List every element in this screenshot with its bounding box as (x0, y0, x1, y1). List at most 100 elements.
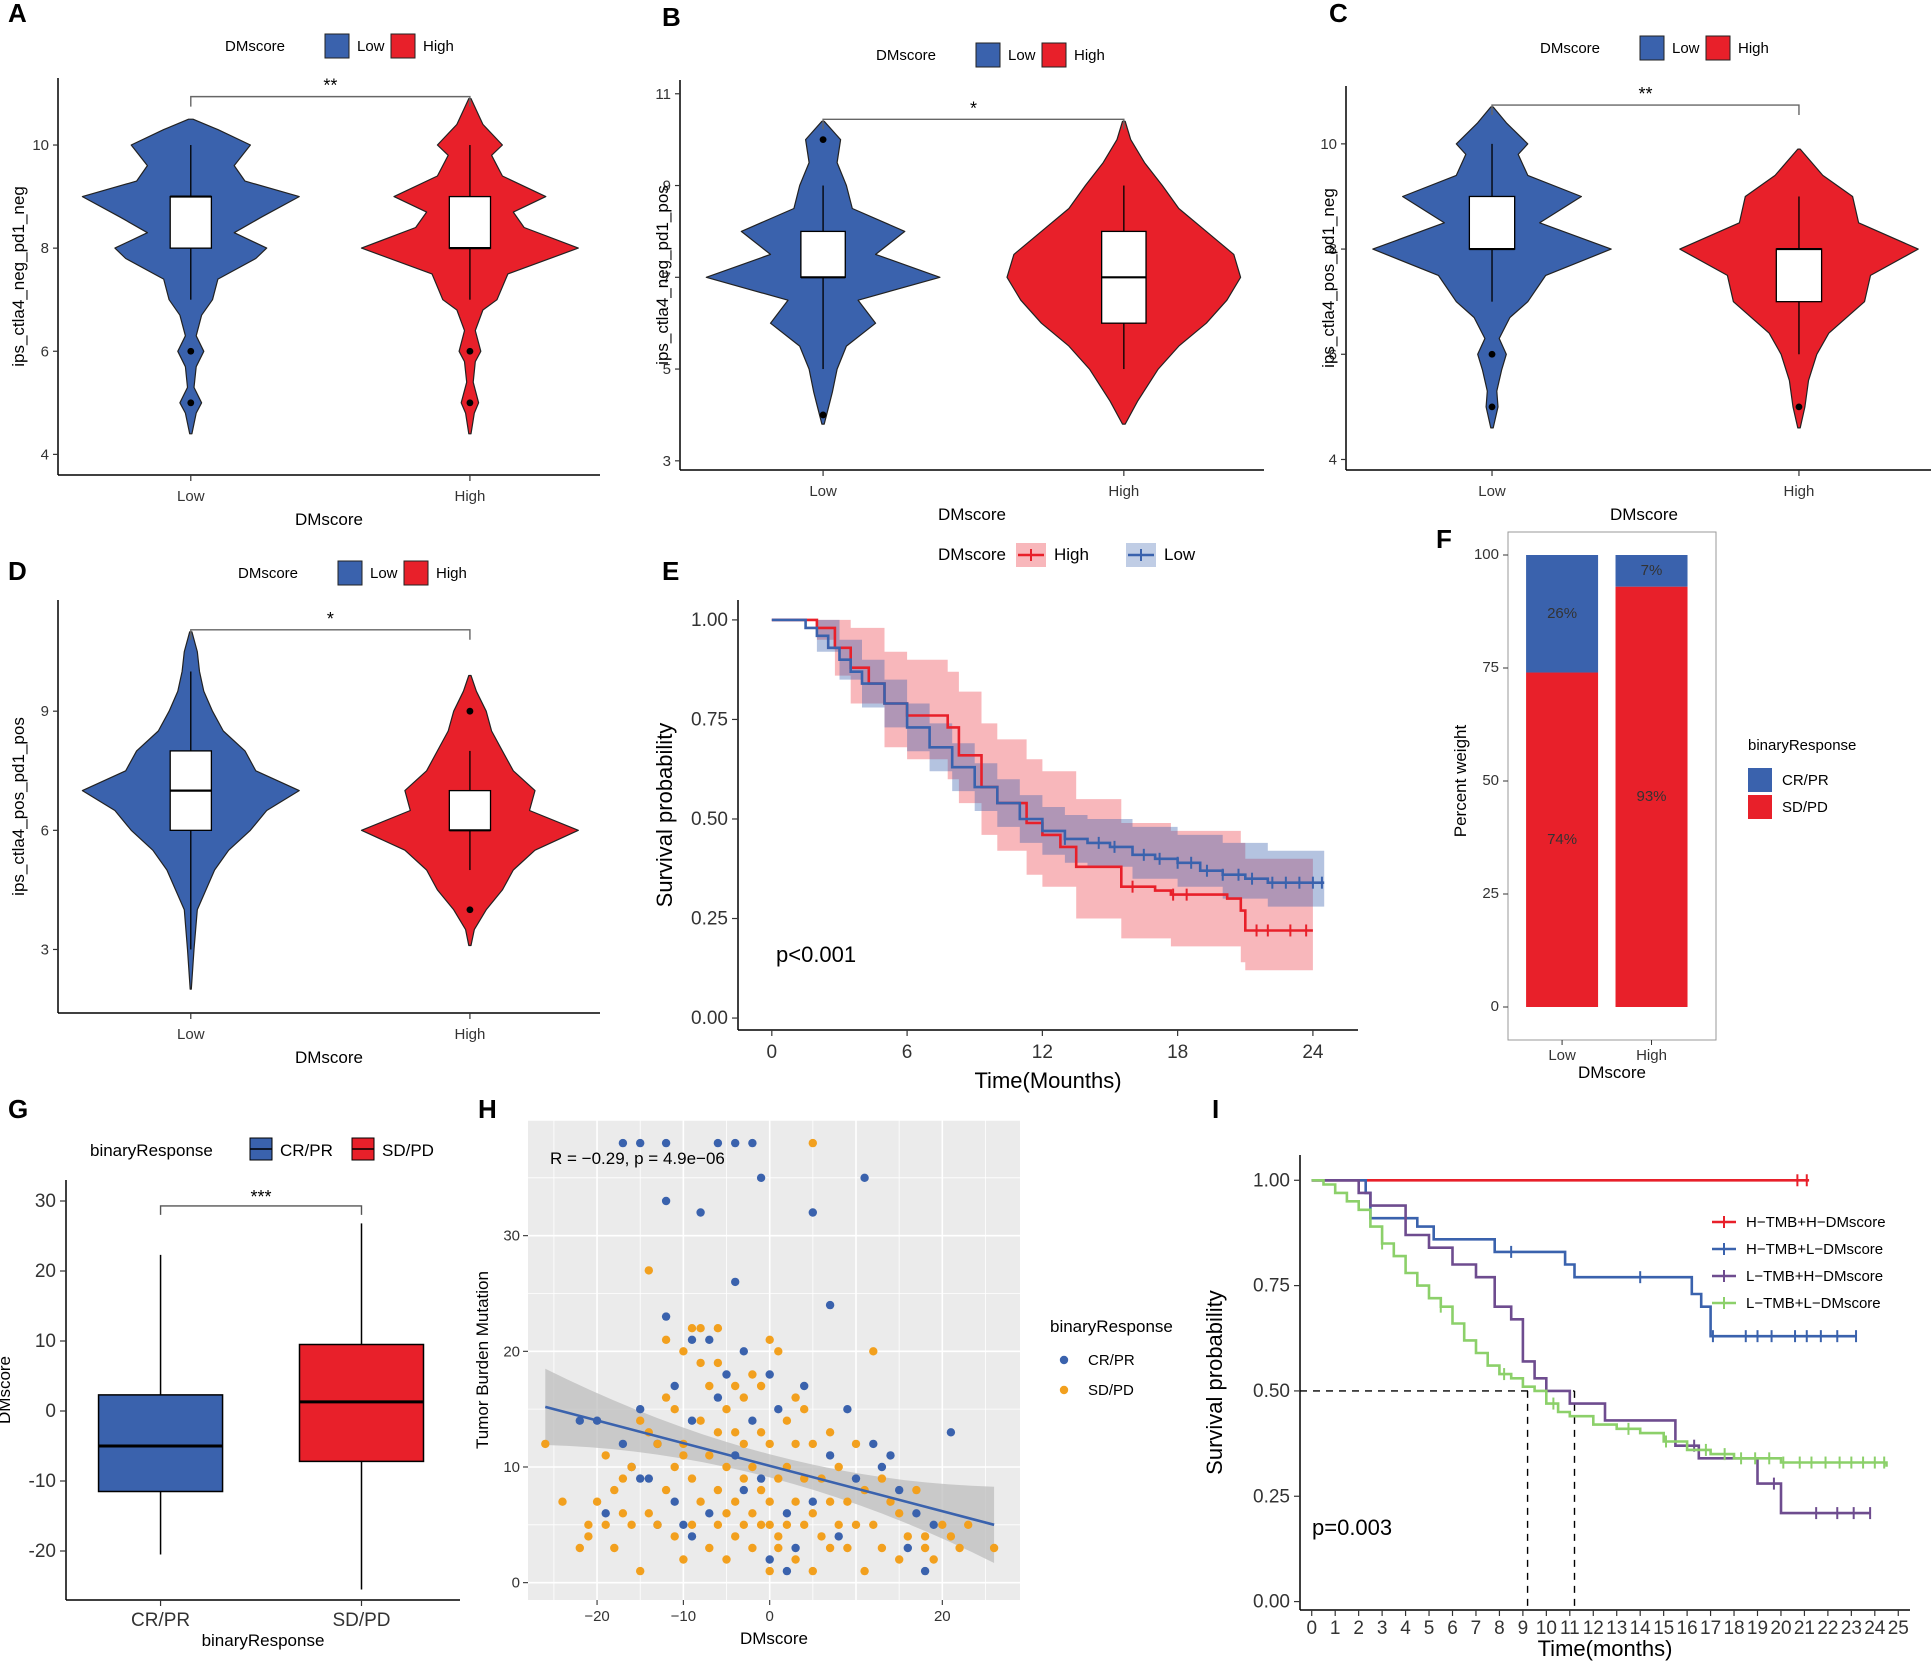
scatter-point-sd-pd (618, 1509, 628, 1518)
scatter-point-cr-pr (705, 1509, 714, 1518)
panel-h-scatter: H R = −0.29, p = 4.9e−06 0 10 20 30 −20 −10 0 20 D… (473, 1094, 1173, 1648)
x-tick-label: Low (177, 488, 205, 505)
x-tick-label: 0 (766, 1608, 774, 1625)
x-tick-label: 6 (1447, 1618, 1458, 1639)
scatter-point-cr-pr (705, 1335, 714, 1345)
legend-title: binaryResponse (90, 1141, 213, 1160)
legend-label: Low (1672, 40, 1700, 57)
scatter-point-sd-pd (895, 1555, 904, 1564)
scatter-point-sd-pd (825, 1543, 835, 1553)
scatter-point-sd-pd (722, 1555, 731, 1564)
x-tick-label: −20 (584, 1608, 609, 1625)
x-tick-label: 15 (1653, 1618, 1674, 1639)
x-tick-label: 22 (1817, 1618, 1838, 1639)
scatter-point-sd-pd (756, 1381, 766, 1391)
x-tick-label: 3 (1377, 1618, 1388, 1639)
y-tick-label: 9 (41, 703, 49, 720)
scatter-point-sd-pd (800, 1520, 809, 1530)
scatter-point-cr-pr (825, 1451, 835, 1460)
y-tick-label: 6 (41, 343, 49, 360)
outlier-point (466, 347, 474, 355)
scatter-point-cr-pr (895, 1485, 904, 1495)
y-tick-label: 11 (655, 86, 671, 103)
x-tick-label: 0 (1306, 1618, 1317, 1639)
x-tick-label: High (454, 1026, 485, 1043)
bar-label: 74% (1547, 831, 1577, 848)
scatter-point-sd-pd (584, 1532, 593, 1541)
x-tick-label: 17 (1700, 1618, 1721, 1639)
scatter-point-cr-pr (644, 1474, 653, 1483)
x-tick-label: 14 (1630, 1618, 1652, 1639)
scatter-point-sd-pd (610, 1543, 619, 1553)
scatter-point-sd-pd (679, 1347, 688, 1356)
scatter-point-sd-pd (756, 1485, 766, 1495)
panel-a-violin: A 4 6 8 10 Low High ** DMscore ips_ctla4_neg_pd1_… (8, 0, 600, 529)
y-axis-title: ips_ctla4_pos_pd1_pos (9, 717, 28, 896)
panel-label: H (478, 1094, 497, 1124)
legend: DMscore Low High (225, 33, 454, 59)
legend-label: High (1074, 47, 1105, 64)
scatter-point-sd-pd (731, 1497, 740, 1506)
scatter-point-sd-pd (713, 1428, 723, 1437)
y-axis-title: ips_ctla4_neg_pd1_neg (9, 186, 28, 367)
scatter-point-sd-pd (696, 1324, 705, 1333)
panel-b-violin: B 3 5 7 9 11 Low High * DMscore ips_ctla4_neg_pd1_… (653, 2, 1264, 524)
outlier-point (466, 707, 474, 715)
scatter-point-sd-pd (964, 1520, 973, 1530)
scatter-point-cr-pr (687, 1416, 697, 1425)
scatter-point-cr-pr (670, 1381, 679, 1391)
scatter-point-sd-pd (748, 1509, 757, 1518)
x-tick-label: 23 (1841, 1618, 1862, 1639)
x-tick-label: 12 (1583, 1618, 1604, 1639)
scatter-point-sd-pd (661, 1335, 671, 1345)
scatter-point-cr-pr (912, 1509, 921, 1518)
bar-segment-cr-pr (1615, 555, 1688, 587)
legend: DMscore High Low (938, 543, 1196, 567)
x-tick-label: 11 (1560, 1618, 1580, 1639)
scatter-point-cr-pr (765, 1370, 774, 1379)
legend: DMscore Low High (1540, 35, 1769, 61)
box-iqr (800, 230, 846, 278)
legend-label: H−TMB+H−DMscore (1746, 1214, 1886, 1231)
legend-label: CR/PR (1088, 1352, 1135, 1369)
scatter-point-cr-pr (575, 1416, 584, 1425)
scatter-point-sd-pd (696, 1497, 705, 1506)
outlier-point (1795, 403, 1803, 411)
scatter-point-cr-pr (618, 1138, 628, 1148)
y-tick-label: 10 (503, 1459, 520, 1476)
legend-label: CR/PR (280, 1141, 333, 1160)
scatter-point-sd-pd (791, 1555, 800, 1564)
legend-dot (1059, 1355, 1069, 1365)
scatter-point-sd-pd (834, 1462, 843, 1472)
x-tick-label: SD/PD (332, 1610, 390, 1631)
scatter-point-sd-pd (825, 1428, 835, 1437)
x-tick-label: High (454, 488, 485, 505)
legend-label: Low (370, 565, 398, 582)
y-tick-label: 6 (1329, 346, 1337, 363)
y-tick-label: -10 (29, 1471, 56, 1492)
scatter-point-cr-pr (661, 1138, 671, 1148)
x-tick-label: Low (1478, 483, 1506, 500)
scatter-point-cr-pr (782, 1566, 792, 1576)
scatter-point-cr-pr (687, 1335, 697, 1345)
y-tick-label: 3 (41, 941, 49, 958)
y-axis-title: Survival probability (652, 723, 677, 908)
scatter-point-sd-pd (851, 1439, 861, 1449)
y-tick-label: 0 (1491, 998, 1499, 1015)
y-tick-label: 10 (35, 1331, 56, 1352)
panel-label: G (8, 1094, 28, 1124)
x-tick-label: 18 (1167, 1042, 1188, 1063)
x-axis-title: DMscore (938, 505, 1006, 524)
significance-bracket (190, 95, 471, 107)
scatter-point-cr-pr (601, 1509, 610, 1518)
panel-e-survival: E 0.00 0.25 0.50 0.75 1.00 0 6 12 18 24 p<0.001 Time… (652, 543, 1358, 1093)
outlier-point (466, 906, 474, 914)
x-tick-label: 24 (1864, 1618, 1886, 1639)
scatter-point-cr-pr (834, 1532, 843, 1541)
panel-label: E (662, 556, 679, 586)
x-tick-label: 16 (1677, 1618, 1698, 1639)
y-tick-label: 0.25 (1253, 1486, 1290, 1507)
y-tick-label: 8 (41, 240, 49, 257)
scatter-point-cr-pr (756, 1474, 766, 1483)
